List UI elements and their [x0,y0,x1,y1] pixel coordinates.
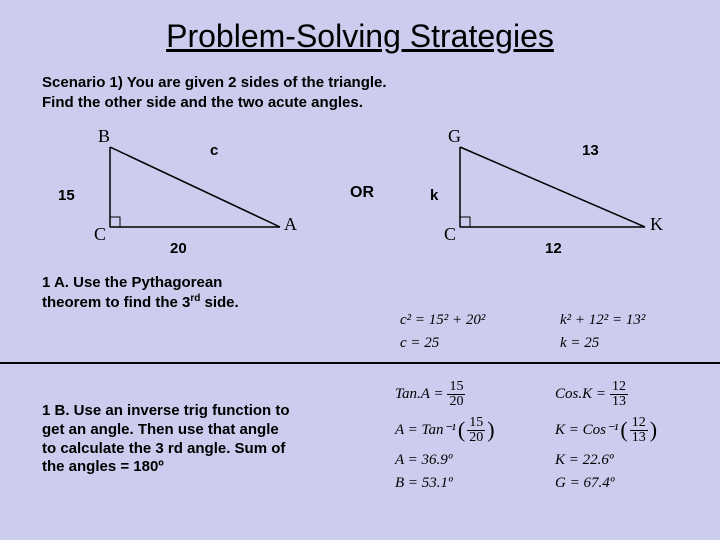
triangle2-G: G [448,126,461,147]
eq-k-val: k = 25 [560,333,645,354]
step1b-line4: the angles = 180º [42,458,164,475]
eq-1b-col1: Tan.A = 1520 A = Tan⁻¹ ( 1520 ) A = 36.9… [395,380,495,494]
tan-inv-frac: 1520 [467,416,485,445]
cos-inv-frac: 1213 [630,416,648,445]
triangle-right: G C K [420,132,670,257]
step1a-line2-suffix: side. [200,294,238,311]
triangle2-hyp: 13 [582,142,599,159]
triangle2-C: C [444,224,456,245]
cos-k-frac: 1213 [610,380,628,409]
step1b-line1: 1 B. Use an inverse trig function to [42,402,290,419]
triangle1-hyp: c [210,142,218,159]
step-1b: 1 B. Use an inverse trig function to get… [0,398,340,481]
step1a-sup: rd [190,293,200,304]
triangle-left: B C A [70,132,300,257]
triangle1-A: A [284,214,297,235]
cos-inv-label: K = Cos⁻¹ [555,420,618,441]
triangle2-v: k [430,187,438,204]
eq-1a-col1: c² = 15² + 20² c = 25 [400,310,485,354]
step1b-line3: to calculate the 3 rd angle. Sum of [42,440,285,457]
eq-1b-col2: Cos.K = 1213 K = Cos⁻¹ ( 1213 ) K = 22.6… [555,380,657,494]
eq-1a-col2: k² + 12² = 13² k = 25 [560,310,645,354]
paren-r2: ) [650,415,657,446]
scenario-text: Scenario 1) You are given 2 sides of the… [0,65,720,112]
or-label: OR [350,184,374,202]
cos-k-label: Cos.K = [555,384,606,405]
tan-a-frac: 1520 [447,380,465,409]
paren-r: ) [487,415,494,446]
tan-inv-label: A = Tan⁻¹ [395,420,456,441]
divider-line [0,362,720,364]
triangle2-K: K [650,214,663,235]
step1a-line2-prefix: theorem to find the 3 [42,294,190,311]
step1a-line1: 1 A. Use the Pythagorean [42,274,222,291]
triangle1-h: 20 [170,240,187,257]
triangle1-v: 15 [58,187,75,204]
step1b-line2: get an angle. Then use that angle [42,421,279,438]
eq-a-val: A = 36.9º [395,450,495,471]
diagram-area: B C A c 15 20 OR G C K 13 k 12 [0,112,720,262]
paren-l2: ( [620,415,627,446]
scenario-line1: Scenario 1) You are given 2 sides of the… [42,74,387,91]
eq-c-val: c = 25 [400,333,485,354]
page-title: Problem-Solving Strategies [0,0,720,65]
triangle1-B: B [98,126,110,147]
eq-g-angle: G = 67.4º [555,473,657,494]
triangle2-svg [420,132,670,252]
triangle1-C: C [94,224,106,245]
eq-b-val: B = 53.1º [395,473,495,494]
eq-c-squared: c² = 15² + 20² [400,310,485,331]
eq-k-angle: K = 22.6º [555,450,657,471]
paren-l: ( [458,415,465,446]
triangle2-h: 12 [545,240,562,257]
scenario-line2: Find the other side and the two acute an… [42,94,363,111]
eq-k-squared: k² + 12² = 13² [560,310,645,331]
tan-a-label: Tan.A = [395,384,443,405]
